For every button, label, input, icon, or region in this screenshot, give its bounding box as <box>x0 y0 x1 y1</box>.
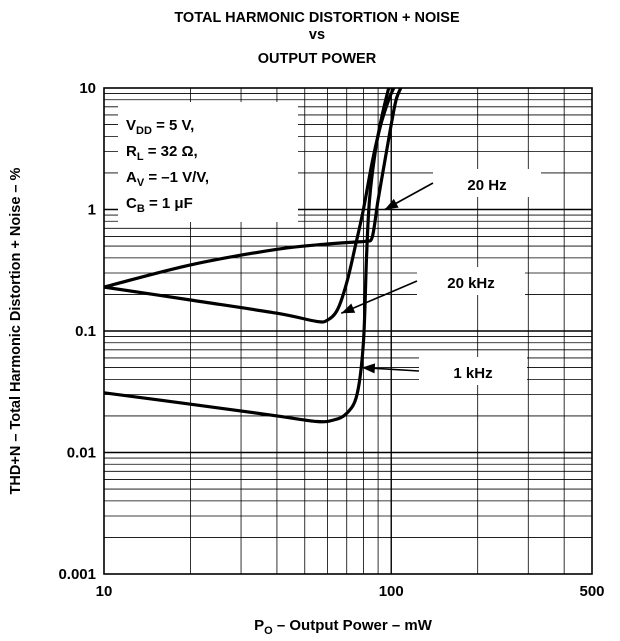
leader-line-20-khz <box>340 280 418 314</box>
y-tick-label: 0.001 <box>58 566 96 583</box>
series-line-1-khz <box>104 88 391 424</box>
y-tick-label: 10 <box>79 80 96 97</box>
chart-title-line-2: vs <box>309 27 325 43</box>
series-label-1khz: 1 kHz <box>419 357 527 385</box>
condition-av: AV = –1 V/V, <box>126 169 209 189</box>
svg-text:1 kHz: 1 kHz <box>453 365 492 382</box>
condition-cb: CB = 1 μF <box>126 195 193 215</box>
condition-rl: RL = 32 Ω, <box>126 143 198 163</box>
y-tick-label: 0.01 <box>67 445 96 462</box>
axis-tick-labels: 0.001 0.01 0.1 1 10 10 100 500 <box>58 80 604 600</box>
x-tick-label: 10 <box>96 583 113 600</box>
curves <box>104 88 403 424</box>
svg-text:20 kHz: 20 kHz <box>447 275 495 292</box>
y-tick-label: 0.1 <box>75 323 96 340</box>
x-tick-label: 100 <box>379 583 404 600</box>
condition-vdd: VDD = 5 V, <box>126 117 194 137</box>
y-tick-label: 1 <box>88 202 96 219</box>
plot-frame <box>103 87 593 575</box>
leader-arrow-1-khz <box>361 363 376 374</box>
leader-arrow-20-hz <box>384 198 399 210</box>
chart-title-line-3: OUTPUT POWER <box>258 51 377 67</box>
chart-title-line-1: TOTAL HARMONIC DISTORTION + NOISE <box>174 10 460 26</box>
leader-arrow-20-khz <box>341 303 356 314</box>
series-label-20hz: 20 Hz <box>433 169 541 197</box>
conditions-box: VDD = 5 V, RL = 32 Ω, AV = –1 V/V, CB = … <box>118 102 298 222</box>
svg-text:20 Hz: 20 Hz <box>467 177 506 194</box>
x-tick-label: 500 <box>579 583 604 600</box>
series-label-20khz: 20 kHz <box>417 267 525 295</box>
y-axis-label: THD+N – Total Harmonic Distortion + Nois… <box>8 167 24 494</box>
x-axis-label: PO – Output Power – mW <box>254 617 433 637</box>
